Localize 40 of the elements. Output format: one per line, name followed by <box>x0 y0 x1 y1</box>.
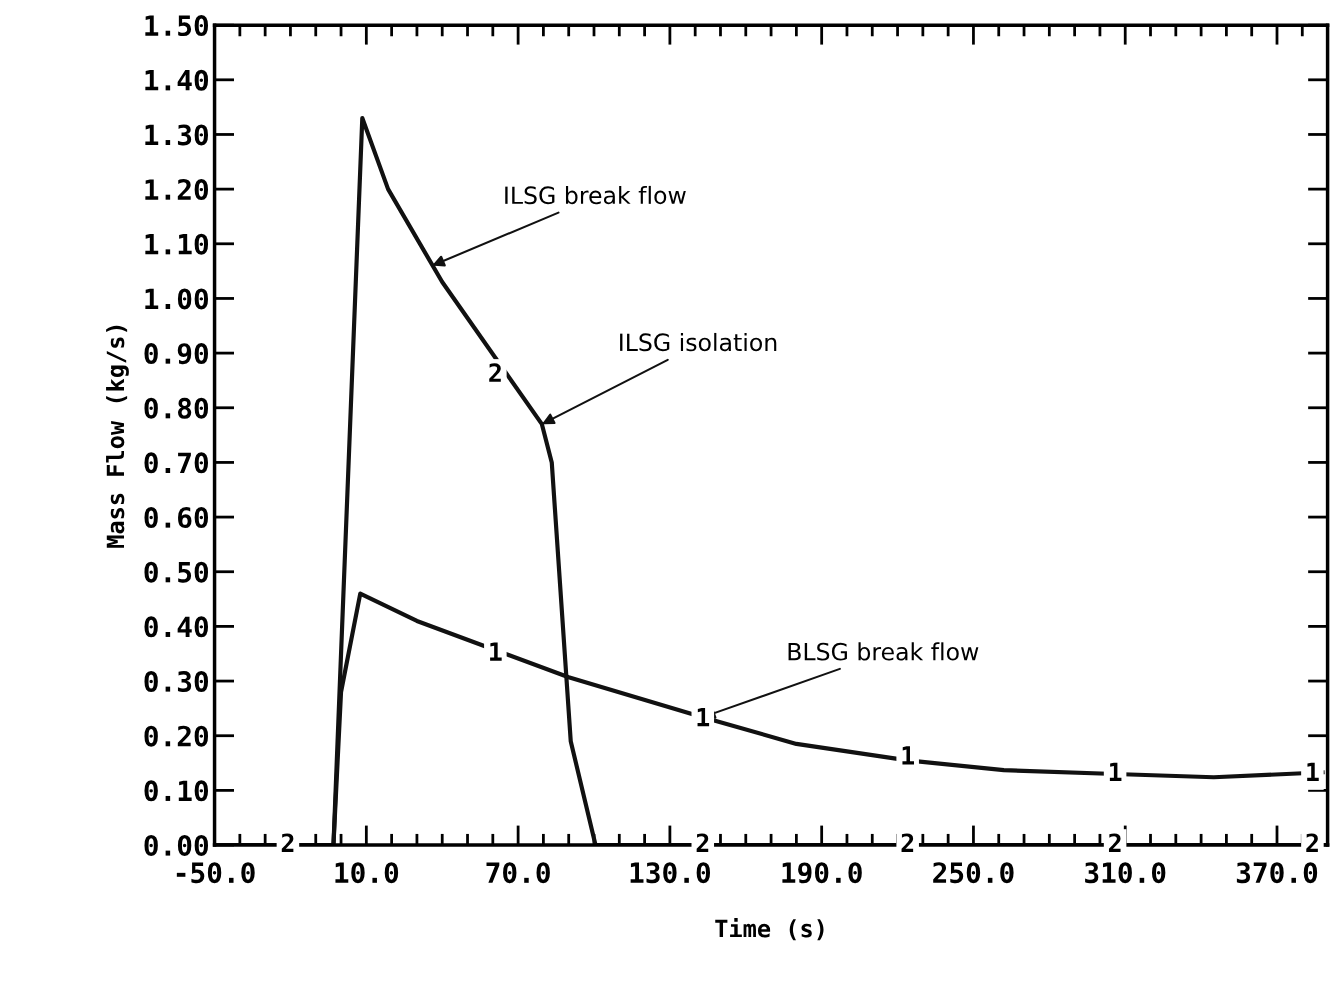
annotation: ILSG break flow <box>505 185 686 205</box>
x-tick-label: 70.0 <box>486 862 550 884</box>
x-tick-label: 190.0 <box>782 862 862 884</box>
annotation: 2 <box>281 833 294 852</box>
x-tick-label: -50.0 <box>176 862 255 884</box>
x-tick-label: 250.0 <box>933 862 1014 884</box>
x-tick-label: 10.0 <box>335 862 399 884</box>
annotation: BLSG break flow <box>788 642 979 661</box>
annotation: 2 <box>1108 833 1121 852</box>
annotation: 2 <box>696 833 709 852</box>
y-tick-label: 1.20 <box>145 179 209 201</box>
y-tick-label: 0.80 <box>144 397 209 419</box>
y-tick-label: 0.60 <box>144 507 209 529</box>
y-tick-label: 1.00 <box>145 288 209 310</box>
annotation: 2 <box>1306 833 1318 852</box>
annotation: ILSG isolation <box>620 332 777 352</box>
y-tick-label: 0.10 <box>144 780 209 802</box>
annotation: 1 <box>490 642 502 661</box>
x-tick-label: 370.0 <box>1236 862 1318 884</box>
y-tick-label: 0.30 <box>144 671 209 693</box>
y-tick-label: 0.90 <box>144 343 209 365</box>
y-tick-label: 0.50 <box>144 561 209 583</box>
annotation: 2 <box>901 833 914 852</box>
y-tick-label: 1.50 <box>145 15 209 37</box>
y-tick-label: 0.70 <box>144 452 209 474</box>
annotation: 1 <box>902 746 914 765</box>
annotation: 1 <box>697 708 710 727</box>
y-tick-label: 0.00 <box>144 834 209 856</box>
annotation: 2 <box>489 363 501 382</box>
y-axis-title: Mass Flow (kg/s) <box>106 325 129 548</box>
y-tick-label: 0.40 <box>144 616 209 638</box>
annotation: 1 <box>1307 762 1319 781</box>
y-tick-label: 0.20 <box>144 725 209 747</box>
x-axis-title: Time (s) <box>715 917 824 941</box>
y-tick-label: 1.40 <box>145 69 209 91</box>
annotation: 1 <box>1109 762 1122 781</box>
y-tick-label: 1.10 <box>145 233 209 255</box>
y-tick-label: 1.30 <box>145 124 209 146</box>
x-tick-label: 310.0 <box>1085 862 1166 884</box>
x-tick-label: 130.0 <box>630 862 711 884</box>
